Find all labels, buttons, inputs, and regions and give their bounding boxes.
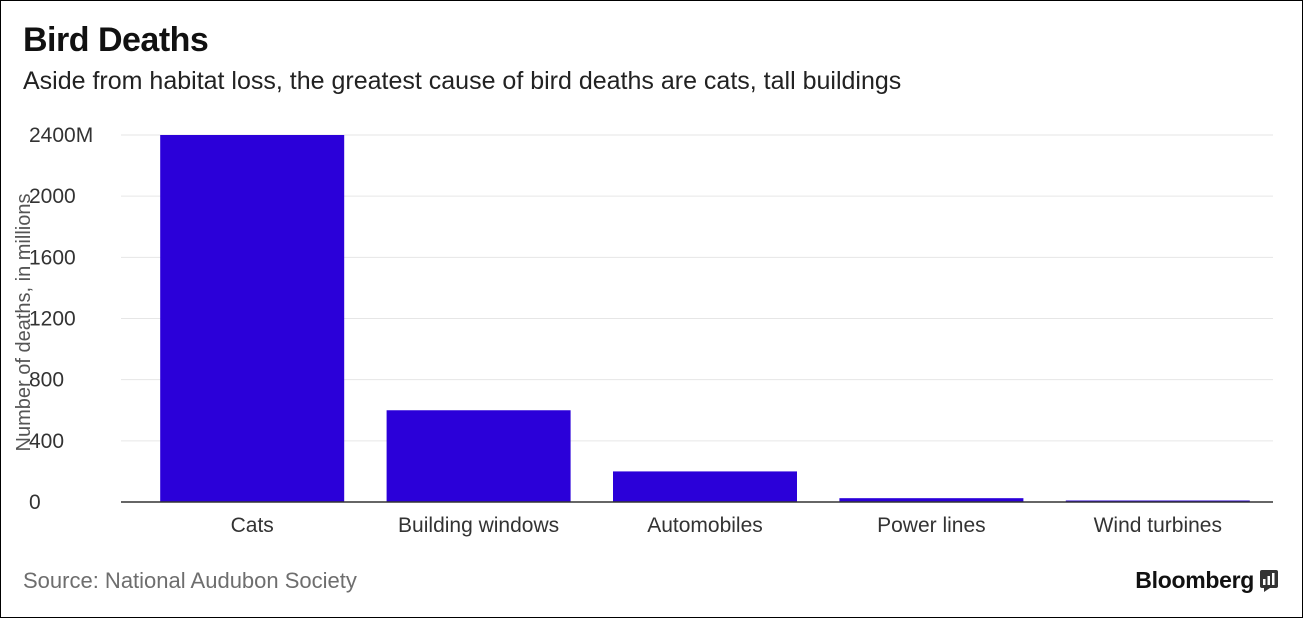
y-tick-label: 1200: [29, 308, 76, 331]
x-tick-label: Power lines: [877, 514, 986, 537]
x-tick-label: Cats: [231, 514, 274, 537]
bar: [613, 471, 797, 502]
y-tick-label: 800: [29, 369, 64, 392]
x-tick-label: Automobiles: [647, 514, 763, 537]
bar: [160, 135, 345, 502]
y-tick-label: 2000: [29, 185, 76, 208]
chart-title: Bird Deaths: [23, 21, 209, 59]
y-tick-label: 2400M: [29, 124, 93, 147]
x-tick-label: Wind turbines: [1094, 514, 1222, 537]
chart-subtitle: Aside from habitat loss, the greatest ca…: [23, 67, 902, 95]
brand-name: Bloomberg: [1135, 567, 1254, 593]
source-note: Source: National Audubon Society: [23, 568, 357, 593]
x-tick-label: Building windows: [398, 514, 559, 537]
y-tick-label: 0: [29, 491, 41, 514]
y-tick-label: 1600: [29, 246, 76, 269]
y-tick-label: 400: [29, 430, 64, 453]
y-axis-title: Number of deaths, in millions: [13, 194, 35, 452]
bar: [386, 410, 571, 502]
bloomberg-terminal-icon: [1260, 569, 1278, 592]
brand-logo: Bloomberg: [1135, 567, 1278, 594]
bar: [839, 498, 1024, 502]
